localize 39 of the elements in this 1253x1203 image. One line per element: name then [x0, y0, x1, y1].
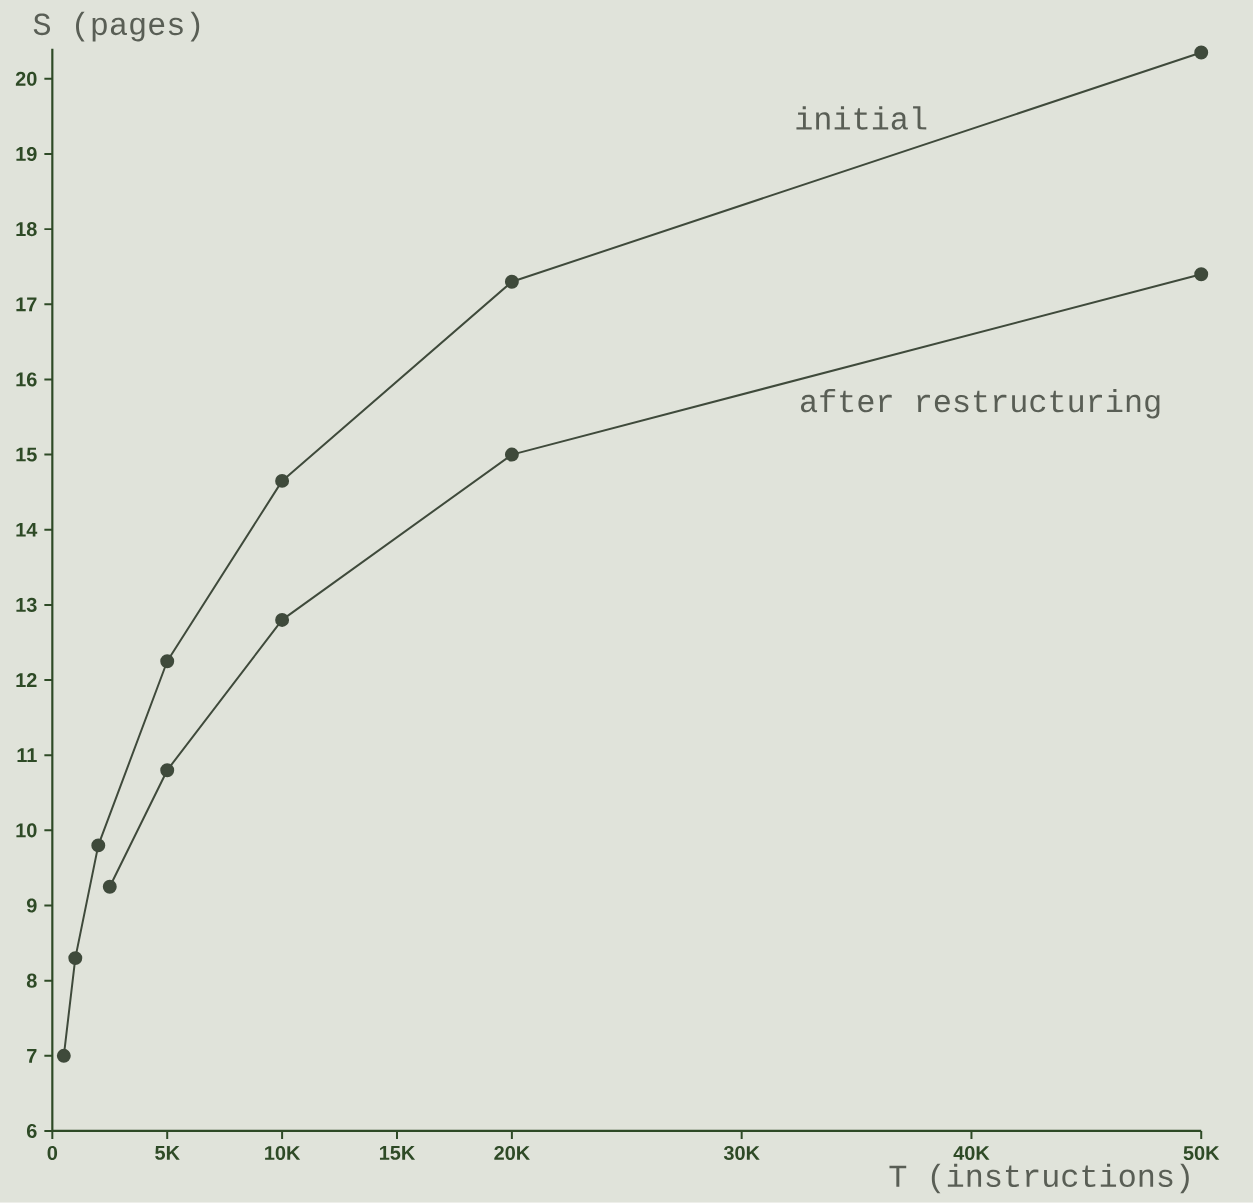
y-tick-label: 15 — [16, 447, 37, 462]
x-tick-label: 10K — [265, 1146, 301, 1161]
y-tick-label: 10 — [16, 823, 37, 838]
point — [68, 951, 83, 966]
y-tick-label: 12 — [16, 673, 37, 688]
y-tick-label: 8 — [26, 973, 37, 988]
x-tick-label: 50K — [1183, 1146, 1220, 1161]
point — [102, 879, 117, 894]
y-tick-label: 17 — [16, 297, 37, 312]
point — [504, 447, 519, 462]
y-tick-label: 11 — [17, 748, 37, 763]
point — [1194, 45, 1209, 60]
series-label: after restructuring — [801, 389, 1160, 419]
x-tick-label: 30K — [723, 1146, 760, 1161]
point — [504, 274, 519, 289]
y-tick-label: 16 — [16, 372, 37, 387]
x-tick-label: 40K — [953, 1146, 990, 1161]
series-label: initial — [796, 106, 927, 130]
y-tick-label: 9 — [26, 898, 37, 913]
point — [160, 763, 175, 778]
point — [91, 838, 106, 853]
point — [275, 474, 290, 489]
y-tick-label: 20 — [15, 71, 37, 87]
point — [1194, 267, 1209, 282]
x-tick-label: 5K — [155, 1146, 180, 1161]
y-tick-label: 14 — [16, 523, 38, 537]
x-axis-title: T (instructions) — [889, 1163, 1189, 1194]
x-tick-label: 15K — [379, 1146, 416, 1161]
point — [160, 654, 175, 669]
x-tick-label: 20K — [494, 1146, 530, 1161]
y-tick-label: 6 — [26, 1124, 37, 1139]
y-axis-title: S (pages) — [33, 11, 200, 42]
x-tick-label: 0 — [47, 1146, 58, 1161]
y-tick-label: 7 — [27, 1049, 37, 1063]
point — [275, 613, 290, 628]
y-tick-label: 18 — [16, 222, 37, 237]
y-tick-label: 19 — [16, 147, 37, 162]
y-tick-label: 13 — [16, 598, 37, 613]
point — [56, 1049, 71, 1063]
